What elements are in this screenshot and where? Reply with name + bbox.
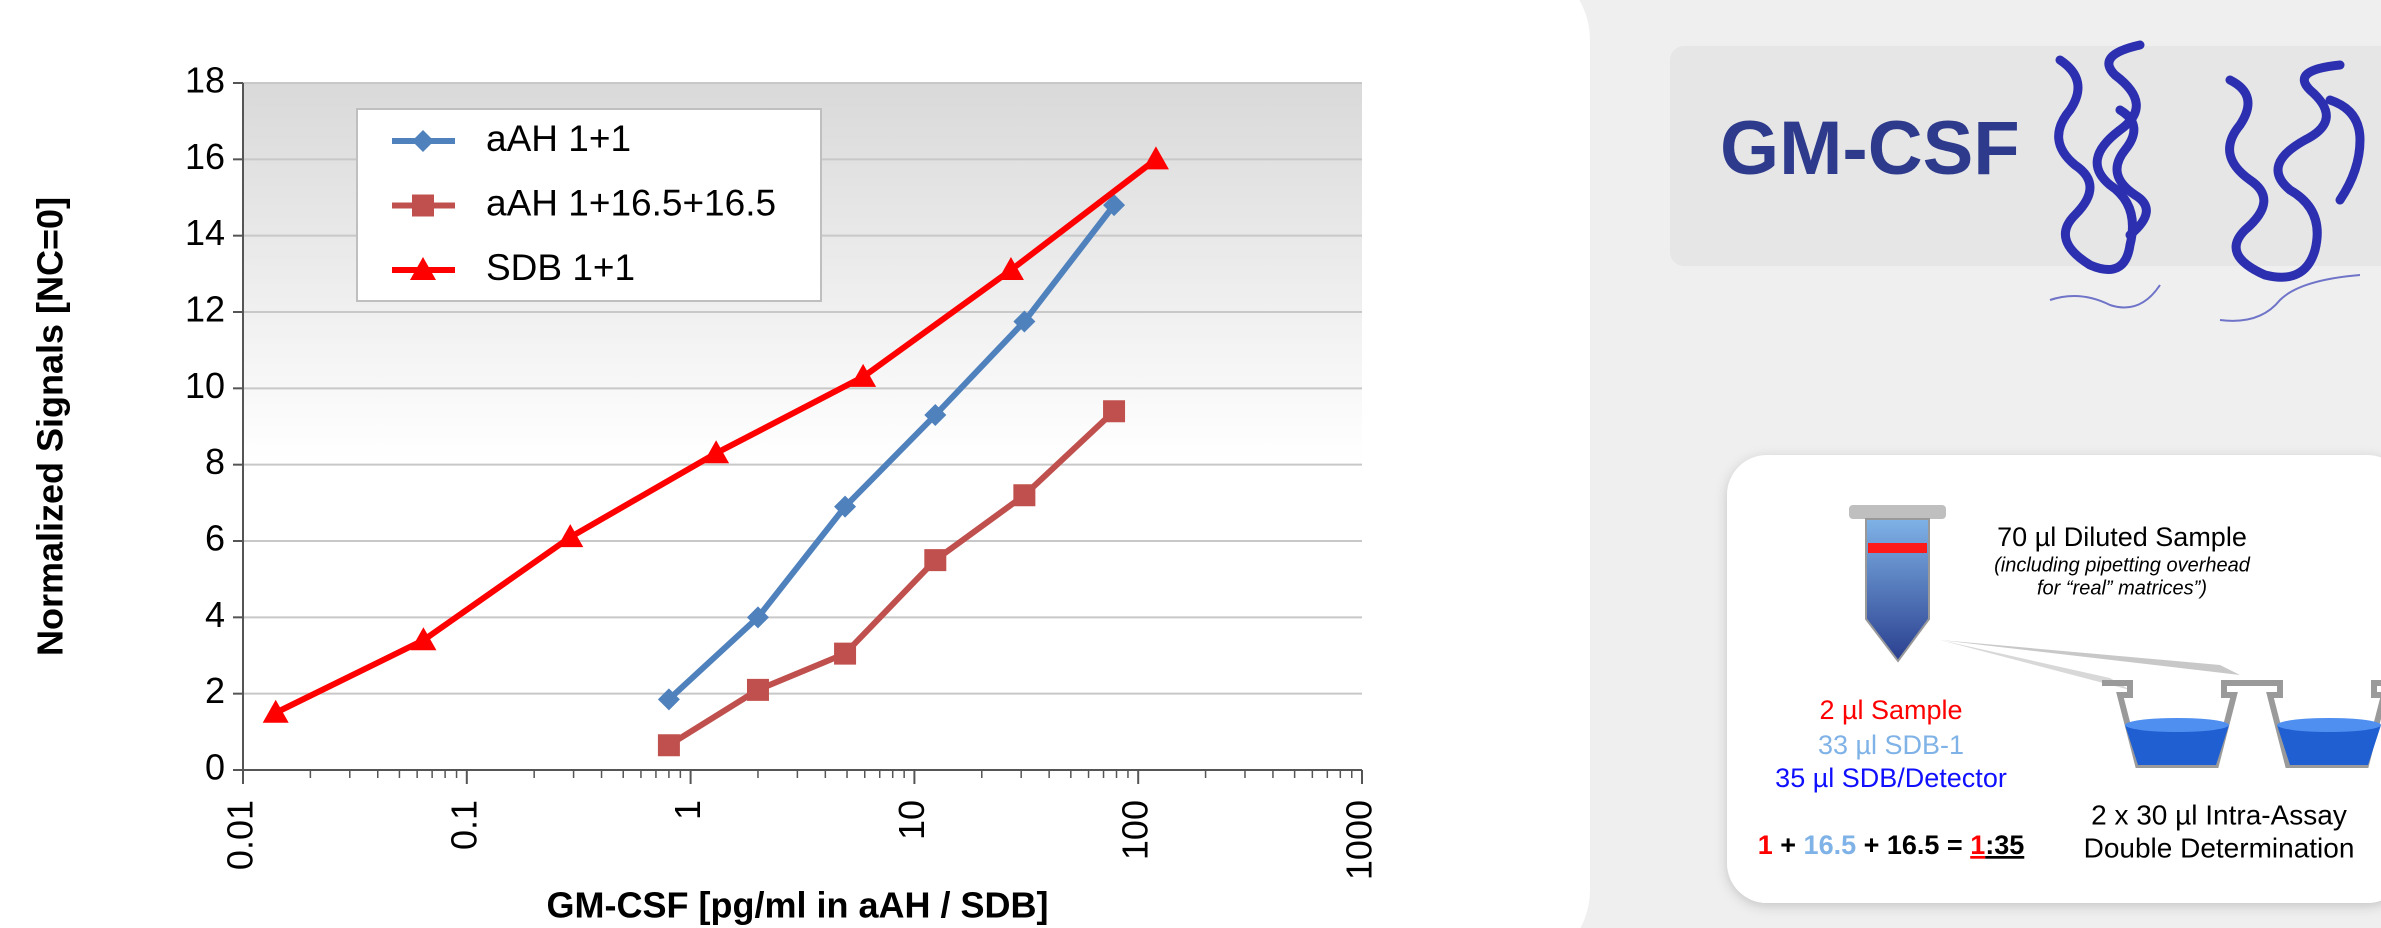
volume-note: for “real” matrices”) xyxy=(2037,577,2207,599)
y-tick-label: 0 xyxy=(205,747,225,788)
legend: aAH 1+1 aAH 1+16.5+16.5 SDB 1+1 xyxy=(357,109,821,301)
component: 35 µl SDB/Detector xyxy=(1775,763,2007,793)
formula-part: :35 xyxy=(1985,830,2024,860)
x-tick-label: 100 xyxy=(1115,800,1156,860)
marker xyxy=(924,549,946,571)
formula: 1 + 16.5 + 16.5 = 1:35 xyxy=(1758,830,2025,860)
tube-sample xyxy=(1868,543,1927,553)
formula-part: 16.5 xyxy=(1804,830,1857,860)
formula-part: 1 xyxy=(1758,830,1773,860)
assay-label: Double Determination xyxy=(2084,832,2355,863)
component: 33 µl SDB-1 xyxy=(1818,730,1964,760)
component: 2 µl Sample xyxy=(1819,695,1962,725)
y-tick-label: 16 xyxy=(185,136,225,177)
x-axis-title: GM-CSF [pg/ml in aAH / SDB] xyxy=(547,885,1049,926)
y-tick-label: 10 xyxy=(185,365,225,406)
figure: 0 2 4 6 8 10 12 14 16 18 0.01 0.1 1 10 100 1000 Normaliz… xyxy=(0,0,2381,928)
marker xyxy=(747,679,769,701)
x-tick-label: 1 xyxy=(667,800,708,820)
legend-label: SDB 1+1 xyxy=(486,247,635,288)
marker xyxy=(1013,484,1035,506)
y-tick-label: 18 xyxy=(185,60,225,101)
y-tick-label: 14 xyxy=(185,212,225,253)
tube-cap xyxy=(1849,505,1946,519)
x-tick-label: 1000 xyxy=(1339,800,1380,880)
x-tick-label: 0.01 xyxy=(220,800,261,870)
x-tick-label: 10 xyxy=(891,800,932,840)
y-tick-label: 8 xyxy=(205,441,225,482)
panel-title: GM-CSF xyxy=(1720,106,2020,191)
formula-part: 1 xyxy=(1970,830,1985,860)
y-axis-title: Normalized Signals [NC=0] xyxy=(30,197,71,656)
page: 0 2 4 6 8 10 12 14 16 18 0.01 0.1 1 10 100 1000 Normaliz… xyxy=(0,0,2381,928)
marker xyxy=(658,734,680,756)
marker xyxy=(1103,400,1125,422)
legend-label: aAH 1+16.5+16.5 xyxy=(486,182,776,223)
y-tick-label: 6 xyxy=(205,518,225,559)
assay-label: 2 x 30 µl Intra-Assay xyxy=(2091,799,2347,830)
y-tick-label: 2 xyxy=(205,670,225,711)
volume-note: (including pipetting overhead xyxy=(1994,554,2251,576)
marker xyxy=(834,643,856,665)
legend-marker xyxy=(412,195,434,217)
y-tick-label: 4 xyxy=(205,594,225,635)
formula-part: + xyxy=(1773,830,1804,860)
x-tick-label: 0.1 xyxy=(443,800,484,850)
y-tick-label: 12 xyxy=(185,289,225,330)
volume-label: 70 µl Diluted Sample xyxy=(1997,522,2247,552)
formula-part: + 16.5 = xyxy=(1856,830,1970,860)
legend-label: aAH 1+1 xyxy=(486,118,631,159)
